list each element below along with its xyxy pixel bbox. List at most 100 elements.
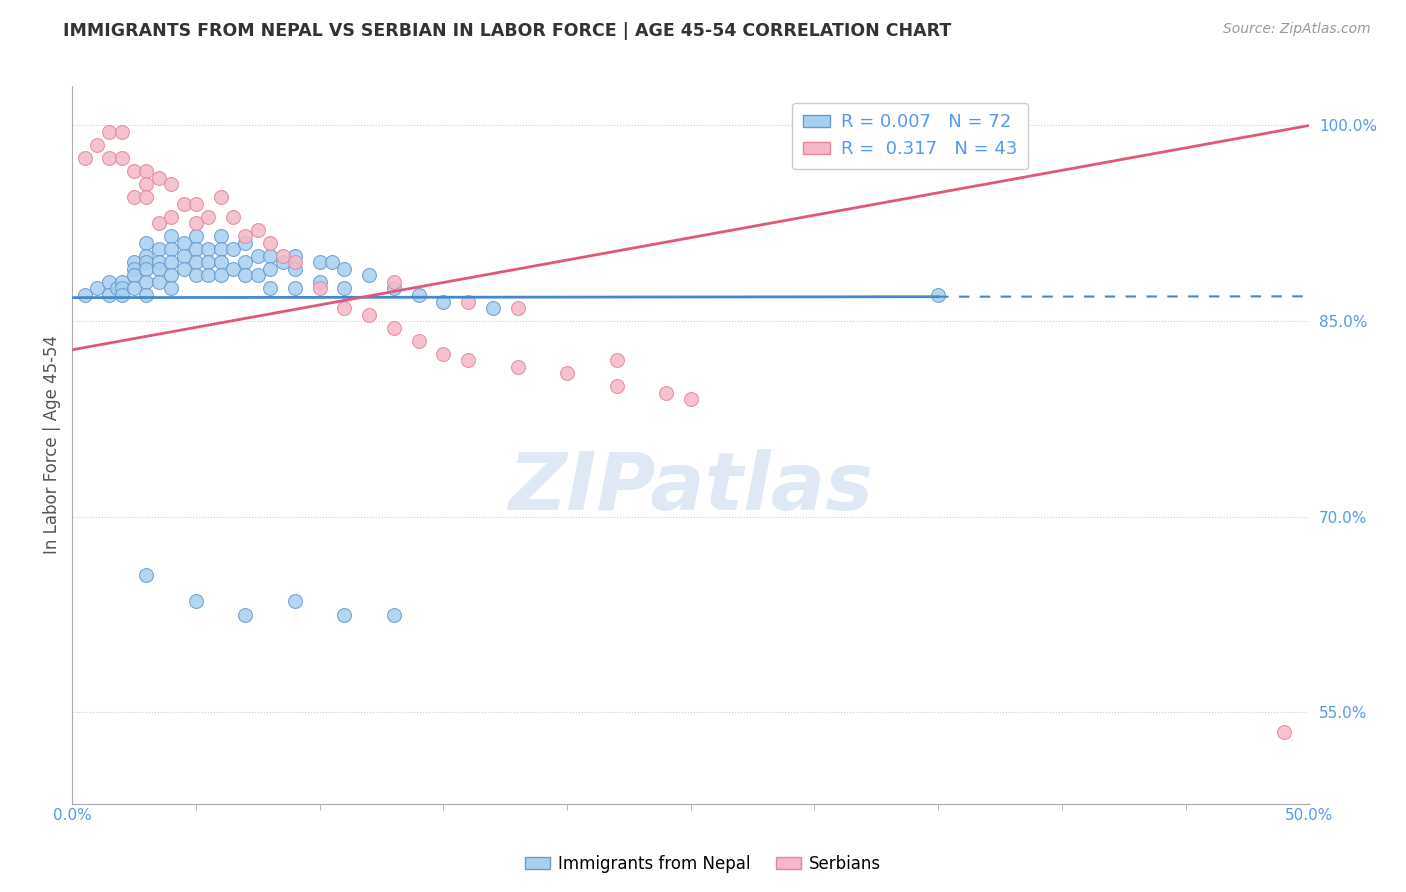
Point bbox=[432, 294, 454, 309]
Point bbox=[259, 249, 281, 263]
Point bbox=[73, 288, 96, 302]
Point bbox=[246, 223, 269, 237]
Point bbox=[135, 249, 157, 263]
Point bbox=[98, 125, 121, 139]
Point bbox=[382, 607, 405, 622]
Point bbox=[184, 255, 207, 269]
Point bbox=[284, 255, 307, 269]
Point bbox=[148, 255, 170, 269]
Point bbox=[148, 275, 170, 289]
Point bbox=[184, 243, 207, 257]
Point bbox=[222, 210, 245, 224]
Point bbox=[135, 275, 157, 289]
Point bbox=[160, 281, 183, 295]
Point bbox=[408, 334, 430, 348]
Point bbox=[173, 249, 195, 263]
Point bbox=[160, 243, 183, 257]
Point bbox=[135, 190, 157, 204]
Point bbox=[122, 164, 145, 178]
Point bbox=[122, 268, 145, 283]
Point bbox=[927, 288, 949, 302]
Point bbox=[105, 281, 128, 295]
Point bbox=[173, 261, 195, 276]
Point bbox=[222, 243, 245, 257]
Point bbox=[209, 255, 232, 269]
Point bbox=[98, 288, 121, 302]
Point bbox=[382, 275, 405, 289]
Point bbox=[148, 170, 170, 185]
Point bbox=[235, 229, 257, 244]
Point bbox=[284, 594, 307, 608]
Point bbox=[408, 288, 430, 302]
Point bbox=[160, 229, 183, 244]
Point bbox=[135, 261, 157, 276]
Point bbox=[284, 281, 307, 295]
Point bbox=[184, 216, 207, 230]
Point bbox=[271, 249, 294, 263]
Point bbox=[160, 177, 183, 191]
Point bbox=[1274, 725, 1296, 739]
Point bbox=[259, 281, 281, 295]
Point bbox=[308, 281, 330, 295]
Point bbox=[605, 353, 627, 368]
Point bbox=[122, 281, 145, 295]
Point bbox=[359, 268, 381, 283]
Point bbox=[333, 261, 356, 276]
Text: IMMIGRANTS FROM NEPAL VS SERBIAN IN LABOR FORCE | AGE 45-54 CORRELATION CHART: IMMIGRANTS FROM NEPAL VS SERBIAN IN LABO… bbox=[63, 22, 952, 40]
Point bbox=[246, 268, 269, 283]
Point bbox=[209, 190, 232, 204]
Point bbox=[184, 229, 207, 244]
Point bbox=[235, 268, 257, 283]
Point bbox=[160, 210, 183, 224]
Point bbox=[160, 255, 183, 269]
Point bbox=[284, 261, 307, 276]
Point bbox=[333, 301, 356, 315]
Point bbox=[148, 216, 170, 230]
Point bbox=[259, 235, 281, 250]
Point bbox=[197, 210, 219, 224]
Point bbox=[86, 281, 108, 295]
Point bbox=[209, 268, 232, 283]
Point bbox=[148, 261, 170, 276]
Point bbox=[197, 268, 219, 283]
Point bbox=[122, 261, 145, 276]
Point bbox=[135, 288, 157, 302]
Point bbox=[235, 255, 257, 269]
Point bbox=[259, 261, 281, 276]
Point bbox=[184, 594, 207, 608]
Point bbox=[235, 235, 257, 250]
Point bbox=[457, 294, 479, 309]
Y-axis label: In Labor Force | Age 45-54: In Labor Force | Age 45-54 bbox=[44, 335, 60, 555]
Point bbox=[605, 379, 627, 393]
Point bbox=[506, 301, 529, 315]
Point bbox=[122, 255, 145, 269]
Legend: R = 0.007   N = 72, R =  0.317   N = 43: R = 0.007 N = 72, R = 0.317 N = 43 bbox=[792, 103, 1028, 169]
Text: ZIPatlas: ZIPatlas bbox=[508, 449, 873, 527]
Point bbox=[197, 255, 219, 269]
Point bbox=[197, 243, 219, 257]
Point bbox=[135, 235, 157, 250]
Point bbox=[111, 151, 134, 165]
Point bbox=[333, 281, 356, 295]
Point bbox=[173, 235, 195, 250]
Point bbox=[359, 308, 381, 322]
Point bbox=[135, 164, 157, 178]
Point bbox=[246, 249, 269, 263]
Point bbox=[111, 288, 134, 302]
Point bbox=[222, 261, 245, 276]
Point bbox=[235, 607, 257, 622]
Point bbox=[271, 255, 294, 269]
Point bbox=[111, 125, 134, 139]
Point bbox=[382, 281, 405, 295]
Point bbox=[284, 249, 307, 263]
Point bbox=[86, 138, 108, 153]
Point bbox=[209, 243, 232, 257]
Point bbox=[122, 190, 145, 204]
Legend: Immigrants from Nepal, Serbians: Immigrants from Nepal, Serbians bbox=[519, 848, 887, 880]
Point bbox=[333, 607, 356, 622]
Point bbox=[655, 385, 678, 400]
Point bbox=[432, 347, 454, 361]
Point bbox=[173, 196, 195, 211]
Point bbox=[555, 366, 578, 380]
Point bbox=[111, 281, 134, 295]
